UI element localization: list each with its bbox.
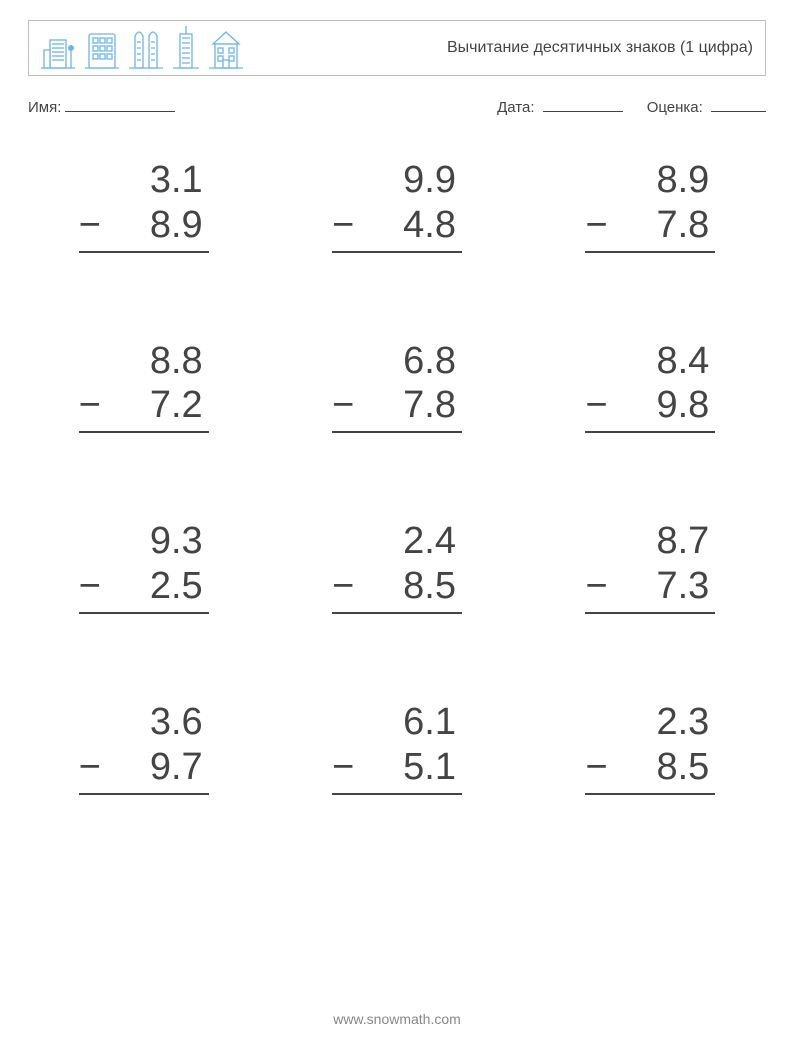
operator: − [585, 564, 611, 609]
problem: 9.3 −2.5 [79, 519, 209, 614]
problem: 2.4 −8.5 [332, 519, 462, 614]
minuend: 8.7 [585, 519, 715, 564]
problem: 9.9 −4.8 [332, 158, 462, 253]
building-icon [173, 26, 199, 70]
minuend: 8.4 [585, 339, 715, 384]
score-blank[interactable] [711, 98, 766, 112]
minuend: 6.8 [332, 339, 462, 384]
problem: 2.3 −8.5 [585, 700, 715, 795]
subtrahend: 9.7 [105, 745, 203, 790]
date-blank[interactable] [543, 98, 623, 112]
date-label: Дата: [497, 99, 534, 116]
operator: − [585, 203, 611, 248]
problem: 6.1 −5.1 [332, 700, 462, 795]
subtrahend: 7.8 [611, 203, 709, 248]
operator: − [332, 745, 358, 790]
minuend: 3.1 [79, 158, 209, 203]
subtrahend: 7.3 [611, 564, 709, 609]
problem: 8.7 −7.3 [585, 519, 715, 614]
operator: − [585, 383, 611, 428]
operator: − [332, 203, 358, 248]
info-row: Имя: Дата: Оценка: [28, 98, 766, 116]
operator: − [79, 745, 105, 790]
problem: 3.1 −8.9 [79, 158, 209, 253]
subtrahend: 8.5 [611, 745, 709, 790]
operator: − [79, 383, 105, 428]
minuend: 8.9 [585, 158, 715, 203]
problem: 3.6 −9.7 [79, 700, 209, 795]
subtrahend: 7.8 [358, 383, 456, 428]
minuend: 6.1 [332, 700, 462, 745]
problem: 8.8 −7.2 [79, 339, 209, 434]
building-icon [41, 30, 75, 70]
problem: 8.4 −9.8 [585, 339, 715, 434]
name-blank[interactable] [65, 98, 175, 112]
minuend: 9.3 [79, 519, 209, 564]
score-label: Оценка: [647, 99, 703, 116]
operator: − [332, 383, 358, 428]
problem: 8.9 −7.8 [585, 158, 715, 253]
subtrahend: 9.8 [611, 383, 709, 428]
building-icon [209, 28, 243, 70]
minuend: 8.8 [79, 339, 209, 384]
subtrahend: 8.5 [358, 564, 456, 609]
operator: − [79, 564, 105, 609]
building-icon [129, 26, 163, 70]
subtrahend: 2.5 [105, 564, 203, 609]
name-label: Имя: [28, 99, 61, 116]
minuend: 2.3 [585, 700, 715, 745]
footer-url: www.snowmath.com [0, 1011, 794, 1027]
problem: 6.8 −7.8 [332, 339, 462, 434]
buildings-icon-group [41, 26, 243, 70]
problems-grid: 3.1 −8.9 9.9 −4.8 8.9 −7.8 8.8 −7.2 6.8 … [28, 158, 766, 795]
minuend: 3.6 [79, 700, 209, 745]
subtrahend: 5.1 [358, 745, 456, 790]
operator: − [585, 745, 611, 790]
operator: − [79, 203, 105, 248]
minuend: 2.4 [332, 519, 462, 564]
worksheet-title: Вычитание десятичных знаков (1 цифра) [447, 39, 753, 57]
minuend: 9.9 [332, 158, 462, 203]
subtrahend: 7.2 [105, 383, 203, 428]
operator: − [332, 564, 358, 609]
subtrahend: 4.8 [358, 203, 456, 248]
building-icon [85, 28, 119, 70]
header-box: Вычитание десятичных знаков (1 цифра) [28, 20, 766, 76]
subtrahend: 8.9 [105, 203, 203, 248]
